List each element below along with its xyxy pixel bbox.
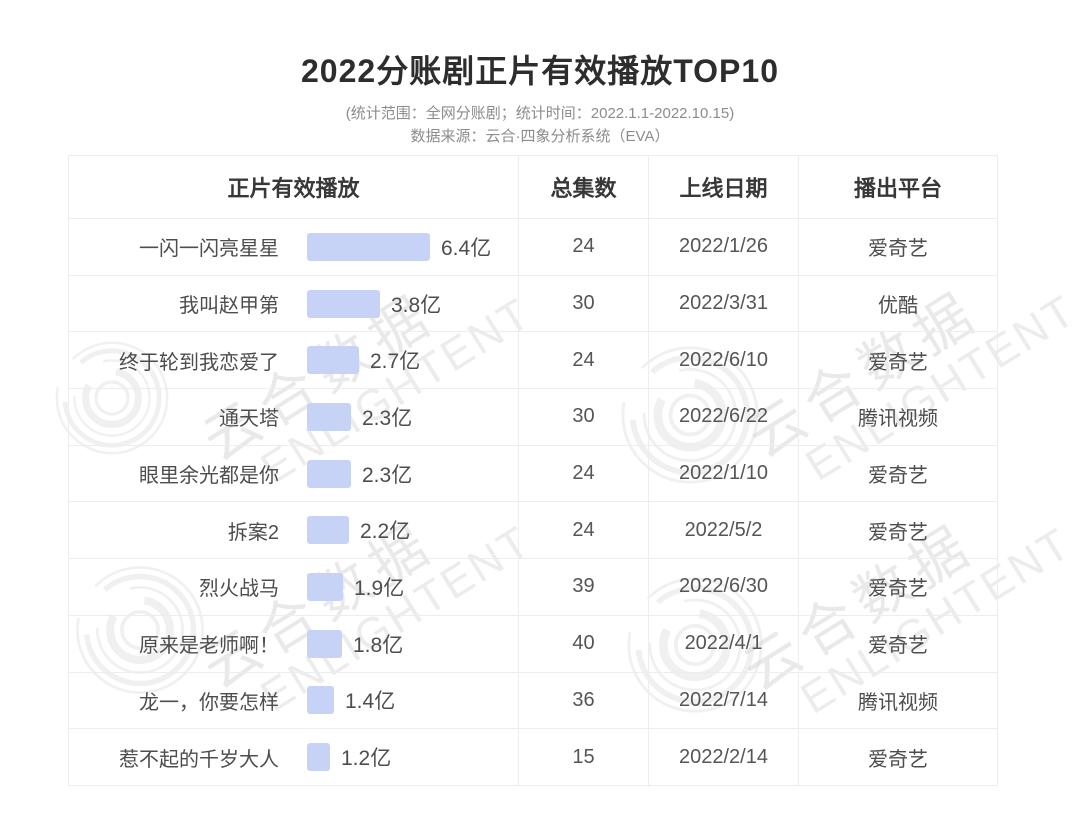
episodes-cell: 30 (519, 275, 649, 332)
drama-title: 一闪一闪亮星星 (139, 238, 279, 261)
date-cell: 2022/6/22 (649, 389, 799, 445)
playback-bar (307, 516, 349, 545)
playback-bar (307, 686, 334, 715)
playback-bar (307, 629, 342, 658)
episodes-cell: 39 (519, 559, 649, 615)
date-cell: 2022/3/31 (649, 275, 799, 332)
table-row: 烈火战马 1.9亿 39 2022/6/30 爱奇艺 (69, 558, 997, 615)
playback-value: 6.4亿 (441, 236, 492, 260)
episodes-cell: 24 (519, 502, 649, 559)
chart-header: 2022分账剧正片有效播放TOP10 (统计范围：全网分账剧；统计时间：2022… (0, 46, 1080, 148)
episodes-cell: 40 (519, 615, 649, 672)
playback-value: 1.8亿 (353, 633, 404, 657)
playback-value: 2.3亿 (362, 463, 413, 487)
playback-cell: 龙一，你要怎样 1.4亿 (69, 672, 519, 729)
platform-cell: 爱奇艺 (868, 521, 928, 544)
playback-bar (307, 232, 430, 261)
date-cell: 2022/2/14 (649, 729, 799, 785)
episodes-cell: 24 (519, 332, 649, 389)
playback-bar (307, 459, 351, 488)
episodes-cell: 24 (519, 445, 649, 502)
playback-cell: 我叫赵甲第 3.8亿 (69, 275, 519, 332)
playback-cell: 通天塔 2.3亿 (69, 389, 519, 445)
table-header-row: 正片有效播放 总集数 上线日期 播出平台 (69, 156, 997, 218)
date-cell: 2022/4/1 (649, 615, 799, 672)
platform-cell: 腾讯视频 (858, 691, 938, 714)
date-cell: 2022/5/2 (649, 502, 799, 559)
date-cell: 2022/6/10 (649, 332, 799, 389)
playback-value: 2.7亿 (370, 350, 421, 374)
platform-cell: 爱奇艺 (868, 351, 928, 374)
table-row: 龙一，你要怎样 1.4亿 36 2022/7/14 腾讯视频 (69, 671, 997, 729)
playback-cell: 原来是老师啊！ 1.8亿 (69, 615, 519, 672)
table-row: 惹不起的千岁大人 1.2亿 15 2022/2/14 爱奇艺 (69, 728, 997, 785)
platform-cell: 爱奇艺 (868, 238, 928, 261)
platform-cell: 爱奇艺 (868, 635, 928, 658)
playback-bar (307, 743, 330, 772)
playback-cell: 眼里余光都是你 2.3亿 (69, 445, 519, 502)
platform-cell: 爱奇艺 (868, 578, 928, 601)
playback-value: 1.2亿 (341, 747, 392, 771)
column-header-platform: 播出平台 (853, 176, 942, 201)
table-row: 终于轮到我恋爱了 2.7亿 24 2022/6/10 爱奇艺 (69, 331, 997, 389)
platform-cell: 爱奇艺 (868, 465, 928, 488)
table-row: 眼里余光都是你 2.3亿 24 2022/1/10 爱奇艺 (69, 444, 997, 502)
page-title: 2022分账剧正片有效播放TOP10 (301, 53, 779, 89)
drama-title: 惹不起的千岁大人 (119, 748, 279, 771)
episodes-cell: 24 (519, 219, 649, 275)
drama-title: 通天塔 (219, 408, 279, 431)
playback-value: 3.8亿 (391, 293, 442, 317)
table-row: 通天塔 2.3亿 30 2022/6/22 腾讯视频 (69, 388, 997, 445)
drama-title: 我叫赵甲第 (179, 295, 279, 318)
platform-cell: 爱奇艺 (868, 748, 928, 771)
drama-title: 龙一，你要怎样 (139, 691, 279, 714)
playback-cell: 一闪一闪亮星星 6.4亿 (69, 219, 519, 275)
playback-cell: 烈火战马 1.9亿 (69, 559, 519, 615)
playback-cell: 终于轮到我恋爱了 2.7亿 (69, 332, 519, 389)
playback-value: 1.4亿 (345, 690, 396, 714)
playback-bar (307, 572, 343, 601)
playback-value: 2.2亿 (360, 520, 411, 544)
table-row: 一闪一闪亮星星 6.4亿 24 2022/1/26 爱奇艺 (69, 218, 997, 275)
episodes-cell: 36 (519, 672, 649, 729)
playback-bar (307, 346, 359, 375)
column-header-episodes: 总集数 (519, 156, 649, 218)
playback-value: 2.3亿 (362, 406, 413, 430)
column-header-playback: 正片有效播放 (69, 156, 519, 218)
drama-title: 原来是老师啊！ (139, 635, 279, 658)
subtitle-scope: (统计范围：全网分账剧；统计时间：2022.1.1-2022.10.15) (345, 105, 735, 122)
episodes-cell: 15 (519, 729, 649, 785)
playback-bar (307, 289, 380, 318)
playback-cell: 拆案2 2.2亿 (69, 502, 519, 559)
playback-value: 1.9亿 (354, 576, 405, 600)
table-row: 我叫赵甲第 3.8亿 30 2022/3/31 优酷 (69, 274, 997, 332)
platform-cell: 腾讯视频 (858, 408, 938, 431)
top10-table: 正片有效播放 总集数 上线日期 播出平台 一闪一闪亮星星 6.4亿 24 202… (68, 155, 998, 786)
date-cell: 2022/1/26 (649, 219, 799, 275)
date-cell: 2022/7/14 (649, 672, 799, 729)
platform-cell: 优酷 (878, 295, 918, 318)
drama-title: 拆案2 (227, 521, 279, 544)
date-cell: 2022/6/30 (649, 559, 799, 615)
playback-bar (307, 402, 351, 431)
table-body: 一闪一闪亮星星 6.4亿 24 2022/1/26 爱奇艺 我叫赵甲第 3.8亿… (69, 218, 997, 785)
episodes-cell: 30 (519, 389, 649, 445)
drama-title: 烈火战马 (199, 578, 279, 601)
table-row: 拆案2 2.2亿 24 2022/5/2 爱奇艺 (69, 501, 997, 559)
table-row: 原来是老师啊！ 1.8亿 40 2022/4/1 爱奇艺 (69, 614, 997, 672)
subtitle-source: 数据来源：云合·四象分析系统（EVA） (410, 128, 670, 145)
column-header-date: 上线日期 (649, 156, 799, 218)
date-cell: 2022/1/10 (649, 445, 799, 502)
drama-title: 眼里余光都是你 (139, 465, 279, 488)
drama-title: 终于轮到我恋爱了 (119, 351, 279, 374)
playback-cell: 惹不起的千岁大人 1.2亿 (69, 729, 519, 785)
